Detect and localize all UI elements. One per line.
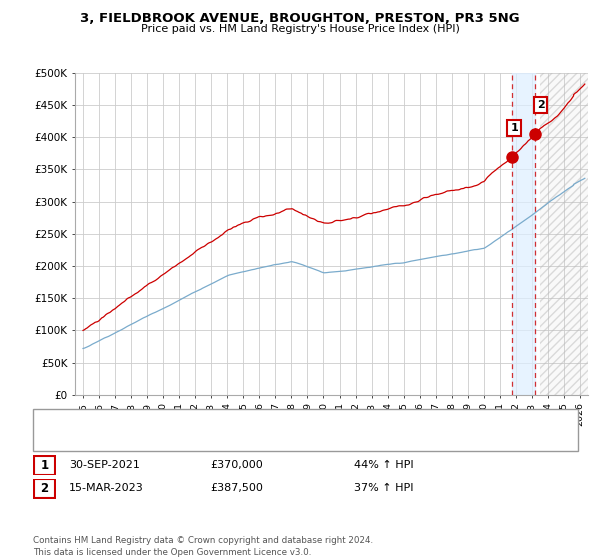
FancyBboxPatch shape	[34, 456, 55, 475]
Text: 44% ↑ HPI: 44% ↑ HPI	[354, 460, 413, 470]
Text: 1: 1	[40, 459, 49, 472]
FancyBboxPatch shape	[34, 479, 55, 498]
Text: 15-MAR-2023: 15-MAR-2023	[69, 483, 144, 493]
Text: 2: 2	[40, 482, 49, 496]
Text: 1: 1	[510, 123, 518, 133]
Text: 37% ↑ HPI: 37% ↑ HPI	[354, 483, 413, 493]
Text: £370,000: £370,000	[210, 460, 263, 470]
Bar	[540, 73, 600, 395]
Text: £387,500: £387,500	[210, 483, 263, 493]
Text: 30-SEP-2021: 30-SEP-2021	[69, 460, 140, 470]
Text: Price paid vs. HM Land Registry's House Price Index (HPI): Price paid vs. HM Land Registry's House …	[140, 24, 460, 34]
Legend: 3, FIELDBROOK AVENUE, BROUGHTON, PRESTON, PR3 5NG (detached house), HPI: Average: 3, FIELDBROOK AVENUE, BROUGHTON, PRESTON…	[41, 413, 464, 446]
Text: 2: 2	[537, 100, 545, 110]
Bar	[540, 73, 600, 395]
Text: 3, FIELDBROOK AVENUE, BROUGHTON, PRESTON, PR3 5NG: 3, FIELDBROOK AVENUE, BROUGHTON, PRESTON…	[80, 12, 520, 25]
Text: Contains HM Land Registry data © Crown copyright and database right 2024.
This d: Contains HM Land Registry data © Crown c…	[33, 536, 373, 557]
Bar	[512, 73, 535, 395]
